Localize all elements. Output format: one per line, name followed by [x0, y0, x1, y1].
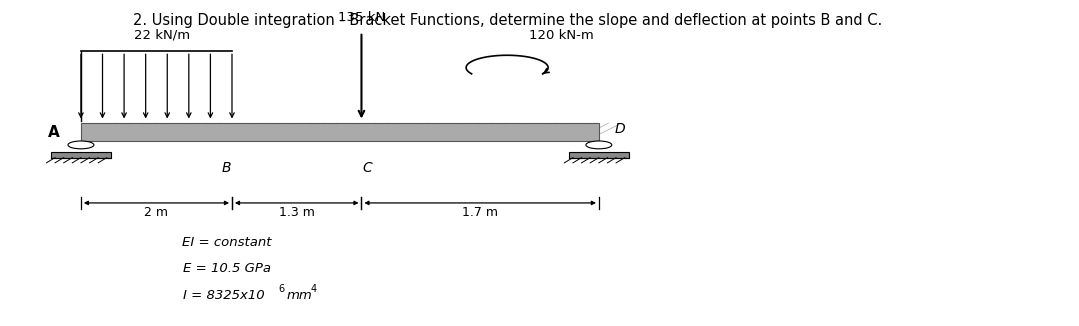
Text: C: C: [361, 160, 372, 174]
Text: 2 m: 2 m: [145, 206, 168, 218]
Text: mm: mm: [287, 289, 313, 302]
Text: EI = constant: EI = constant: [182, 236, 271, 249]
Circle shape: [68, 141, 94, 149]
Text: 1.3 m: 1.3 m: [278, 206, 315, 218]
Text: 1.7 m: 1.7 m: [462, 206, 498, 218]
Text: 120 kN-m: 120 kN-m: [529, 29, 593, 42]
Bar: [569, 153, 629, 158]
Text: 135 kN: 135 kN: [338, 11, 385, 23]
Text: 22 kN/m: 22 kN/m: [134, 29, 190, 41]
Text: D: D: [615, 122, 626, 136]
Circle shape: [586, 141, 612, 149]
Text: B: B: [222, 160, 231, 174]
Text: 4: 4: [311, 284, 317, 294]
Bar: [51, 153, 111, 158]
Text: 6: 6: [278, 284, 285, 294]
Text: A: A: [47, 125, 59, 140]
Text: E = 10.5 GPa: E = 10.5 GPa: [182, 262, 271, 275]
Text: 2. Using Double integration - Bracket Functions, determine the slope and deflect: 2. Using Double integration - Bracket Fu…: [133, 13, 882, 28]
Bar: [81, 123, 599, 141]
Text: I = 8325x10: I = 8325x10: [183, 289, 265, 302]
